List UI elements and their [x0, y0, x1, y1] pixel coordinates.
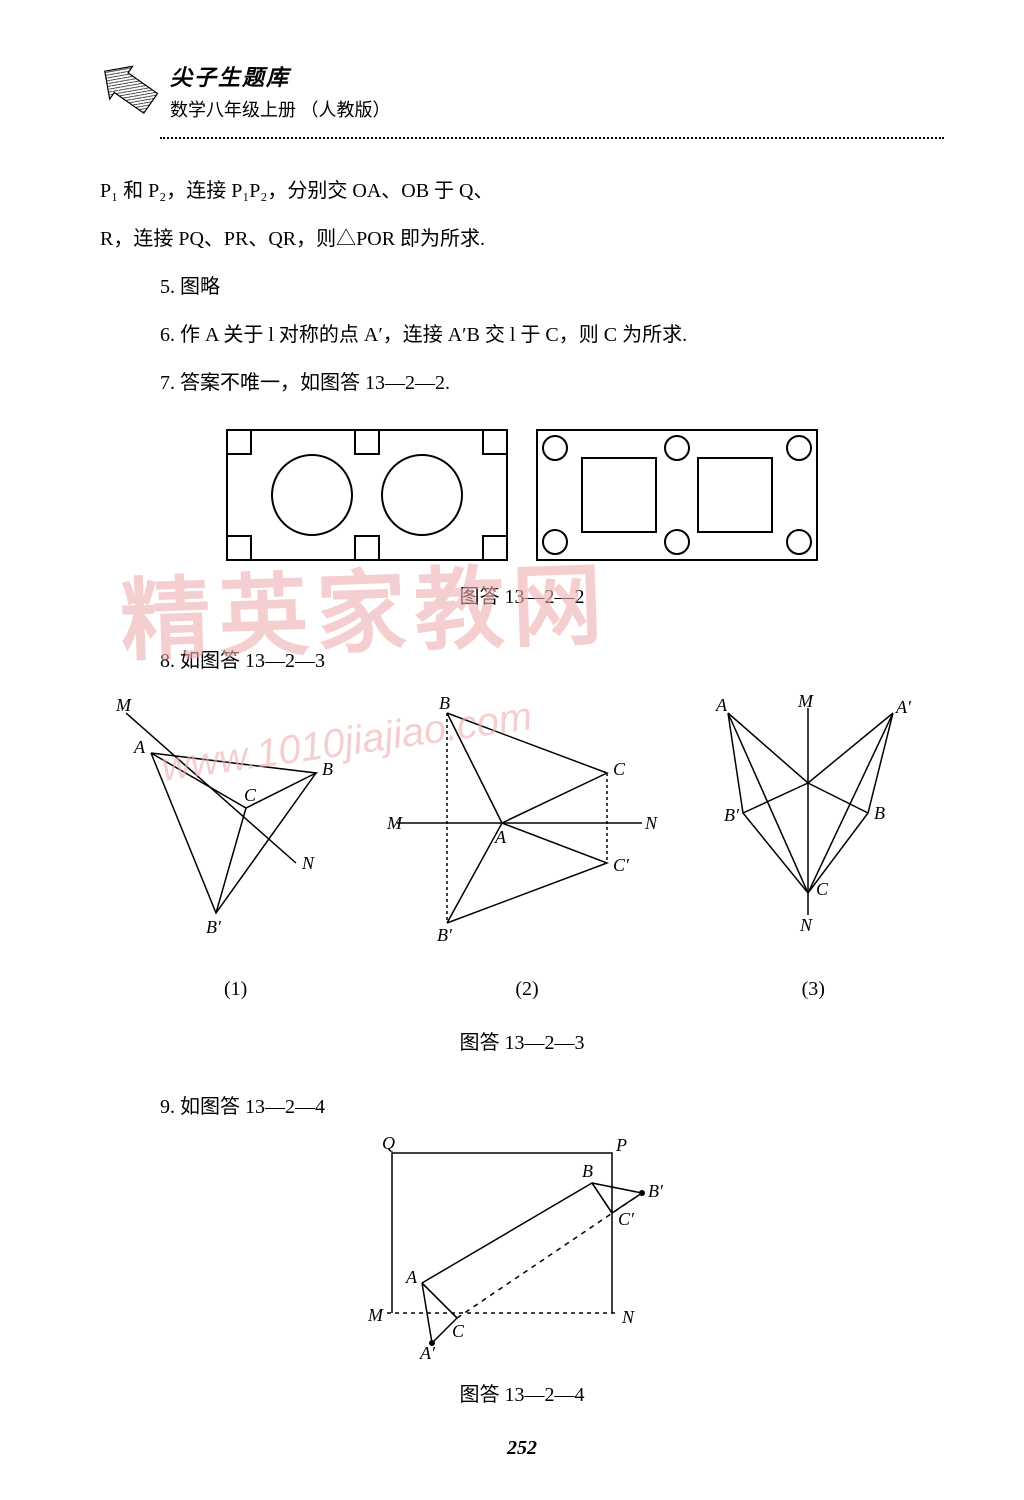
- svg-text:A: A: [405, 1267, 418, 1287]
- book-subtitle: 数学八年级上册 （人教版）: [170, 96, 391, 122]
- svg-text:C: C: [816, 879, 829, 899]
- svg-text:C: C: [244, 785, 257, 805]
- diagram-3: A M A′ B′ B C N: [698, 693, 928, 943]
- page-number: 252: [100, 1437, 944, 1460]
- svg-text:B: B: [439, 693, 450, 713]
- svg-text:M: M: [367, 1305, 384, 1325]
- diagram-2: B C M A N C′ B′: [387, 693, 667, 943]
- diagram-1: M A B C N B′: [116, 693, 356, 943]
- svg-text:N: N: [644, 813, 658, 833]
- book-title: 尖子生题库: [170, 60, 391, 92]
- diagram-4: Q P B B′ C′ A M C N A′: [352, 1133, 692, 1363]
- figure-caption: 图答 13—2—4: [100, 1373, 944, 1417]
- svg-text:B′: B′: [724, 805, 740, 825]
- sub-label: (2): [387, 967, 667, 1011]
- svg-text:M: M: [116, 695, 132, 715]
- svg-text:A′: A′: [419, 1343, 436, 1363]
- svg-text:Q: Q: [382, 1133, 395, 1153]
- svg-text:C′: C′: [618, 1209, 635, 1229]
- svg-text:M: M: [797, 693, 814, 711]
- svg-text:C′: C′: [613, 855, 630, 875]
- svg-text:A′: A′: [895, 697, 912, 717]
- sub-label: (1): [116, 967, 356, 1011]
- svg-text:B: B: [874, 803, 885, 823]
- svg-text:M: M: [387, 813, 403, 833]
- figure-13-2-3: M A B C N B′ (1): [100, 693, 944, 1011]
- diagram-left: [222, 425, 512, 565]
- content-body: P₁ 和 P₂，连接 P₁P₂，分别交 OA、OB 于 Q、 R，连接 PQ、P…: [100, 169, 944, 1417]
- diagram-right: [532, 425, 822, 565]
- text-line: R，连接 PQ、PR、QR，则△POR 即为所求.: [100, 217, 944, 261]
- svg-text:B: B: [582, 1161, 593, 1181]
- svg-text:C: C: [452, 1321, 465, 1341]
- figure-caption: 图答 13—2—3: [100, 1021, 944, 1065]
- svg-text:N: N: [621, 1307, 635, 1327]
- text-line: 7. 答案不唯一，如图答 13—2—2.: [100, 361, 944, 405]
- sub-label: (3): [698, 967, 928, 1011]
- page-header: 尖子生题库 数学八年级上册 （人教版）: [100, 60, 944, 125]
- svg-text:C: C: [613, 759, 626, 779]
- header-divider: [160, 137, 944, 139]
- arrow-icon: [100, 60, 160, 125]
- text-line: 9. 如图答 13—2—4: [100, 1085, 944, 1129]
- figure-13-2-2: [100, 425, 944, 565]
- svg-text:A: A: [133, 737, 146, 757]
- text-line: 8. 如图答 13—2—3: [100, 639, 944, 683]
- svg-text:B′: B′: [437, 925, 453, 943]
- figure-caption: 图答 13—2—2: [100, 575, 944, 619]
- figure-13-2-4: Q P B B′ C′ A M C N A′: [100, 1133, 944, 1363]
- svg-text:A: A: [715, 695, 728, 715]
- text-line: P₁ 和 P₂，连接 P₁P₂，分别交 OA、OB 于 Q、: [100, 169, 944, 213]
- svg-text:B′: B′: [206, 917, 222, 937]
- svg-text:B: B: [322, 759, 333, 779]
- svg-text:P: P: [615, 1135, 627, 1155]
- svg-text:N: N: [301, 853, 315, 873]
- svg-text:A: A: [494, 827, 507, 847]
- text-line: 5. 图略: [100, 265, 944, 309]
- svg-text:N: N: [799, 915, 813, 935]
- svg-text:B′: B′: [648, 1181, 664, 1201]
- text-line: 6. 作 A 关于 l 对称的点 A′，连接 A′B 交 l 于 C，则 C 为…: [100, 313, 944, 357]
